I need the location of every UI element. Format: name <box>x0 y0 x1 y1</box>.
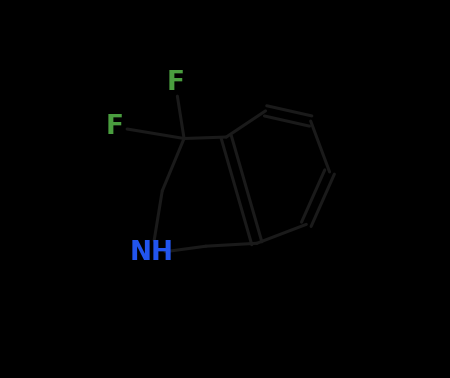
Text: F: F <box>105 114 123 140</box>
Text: NH: NH <box>130 240 174 266</box>
Text: F: F <box>166 70 184 96</box>
